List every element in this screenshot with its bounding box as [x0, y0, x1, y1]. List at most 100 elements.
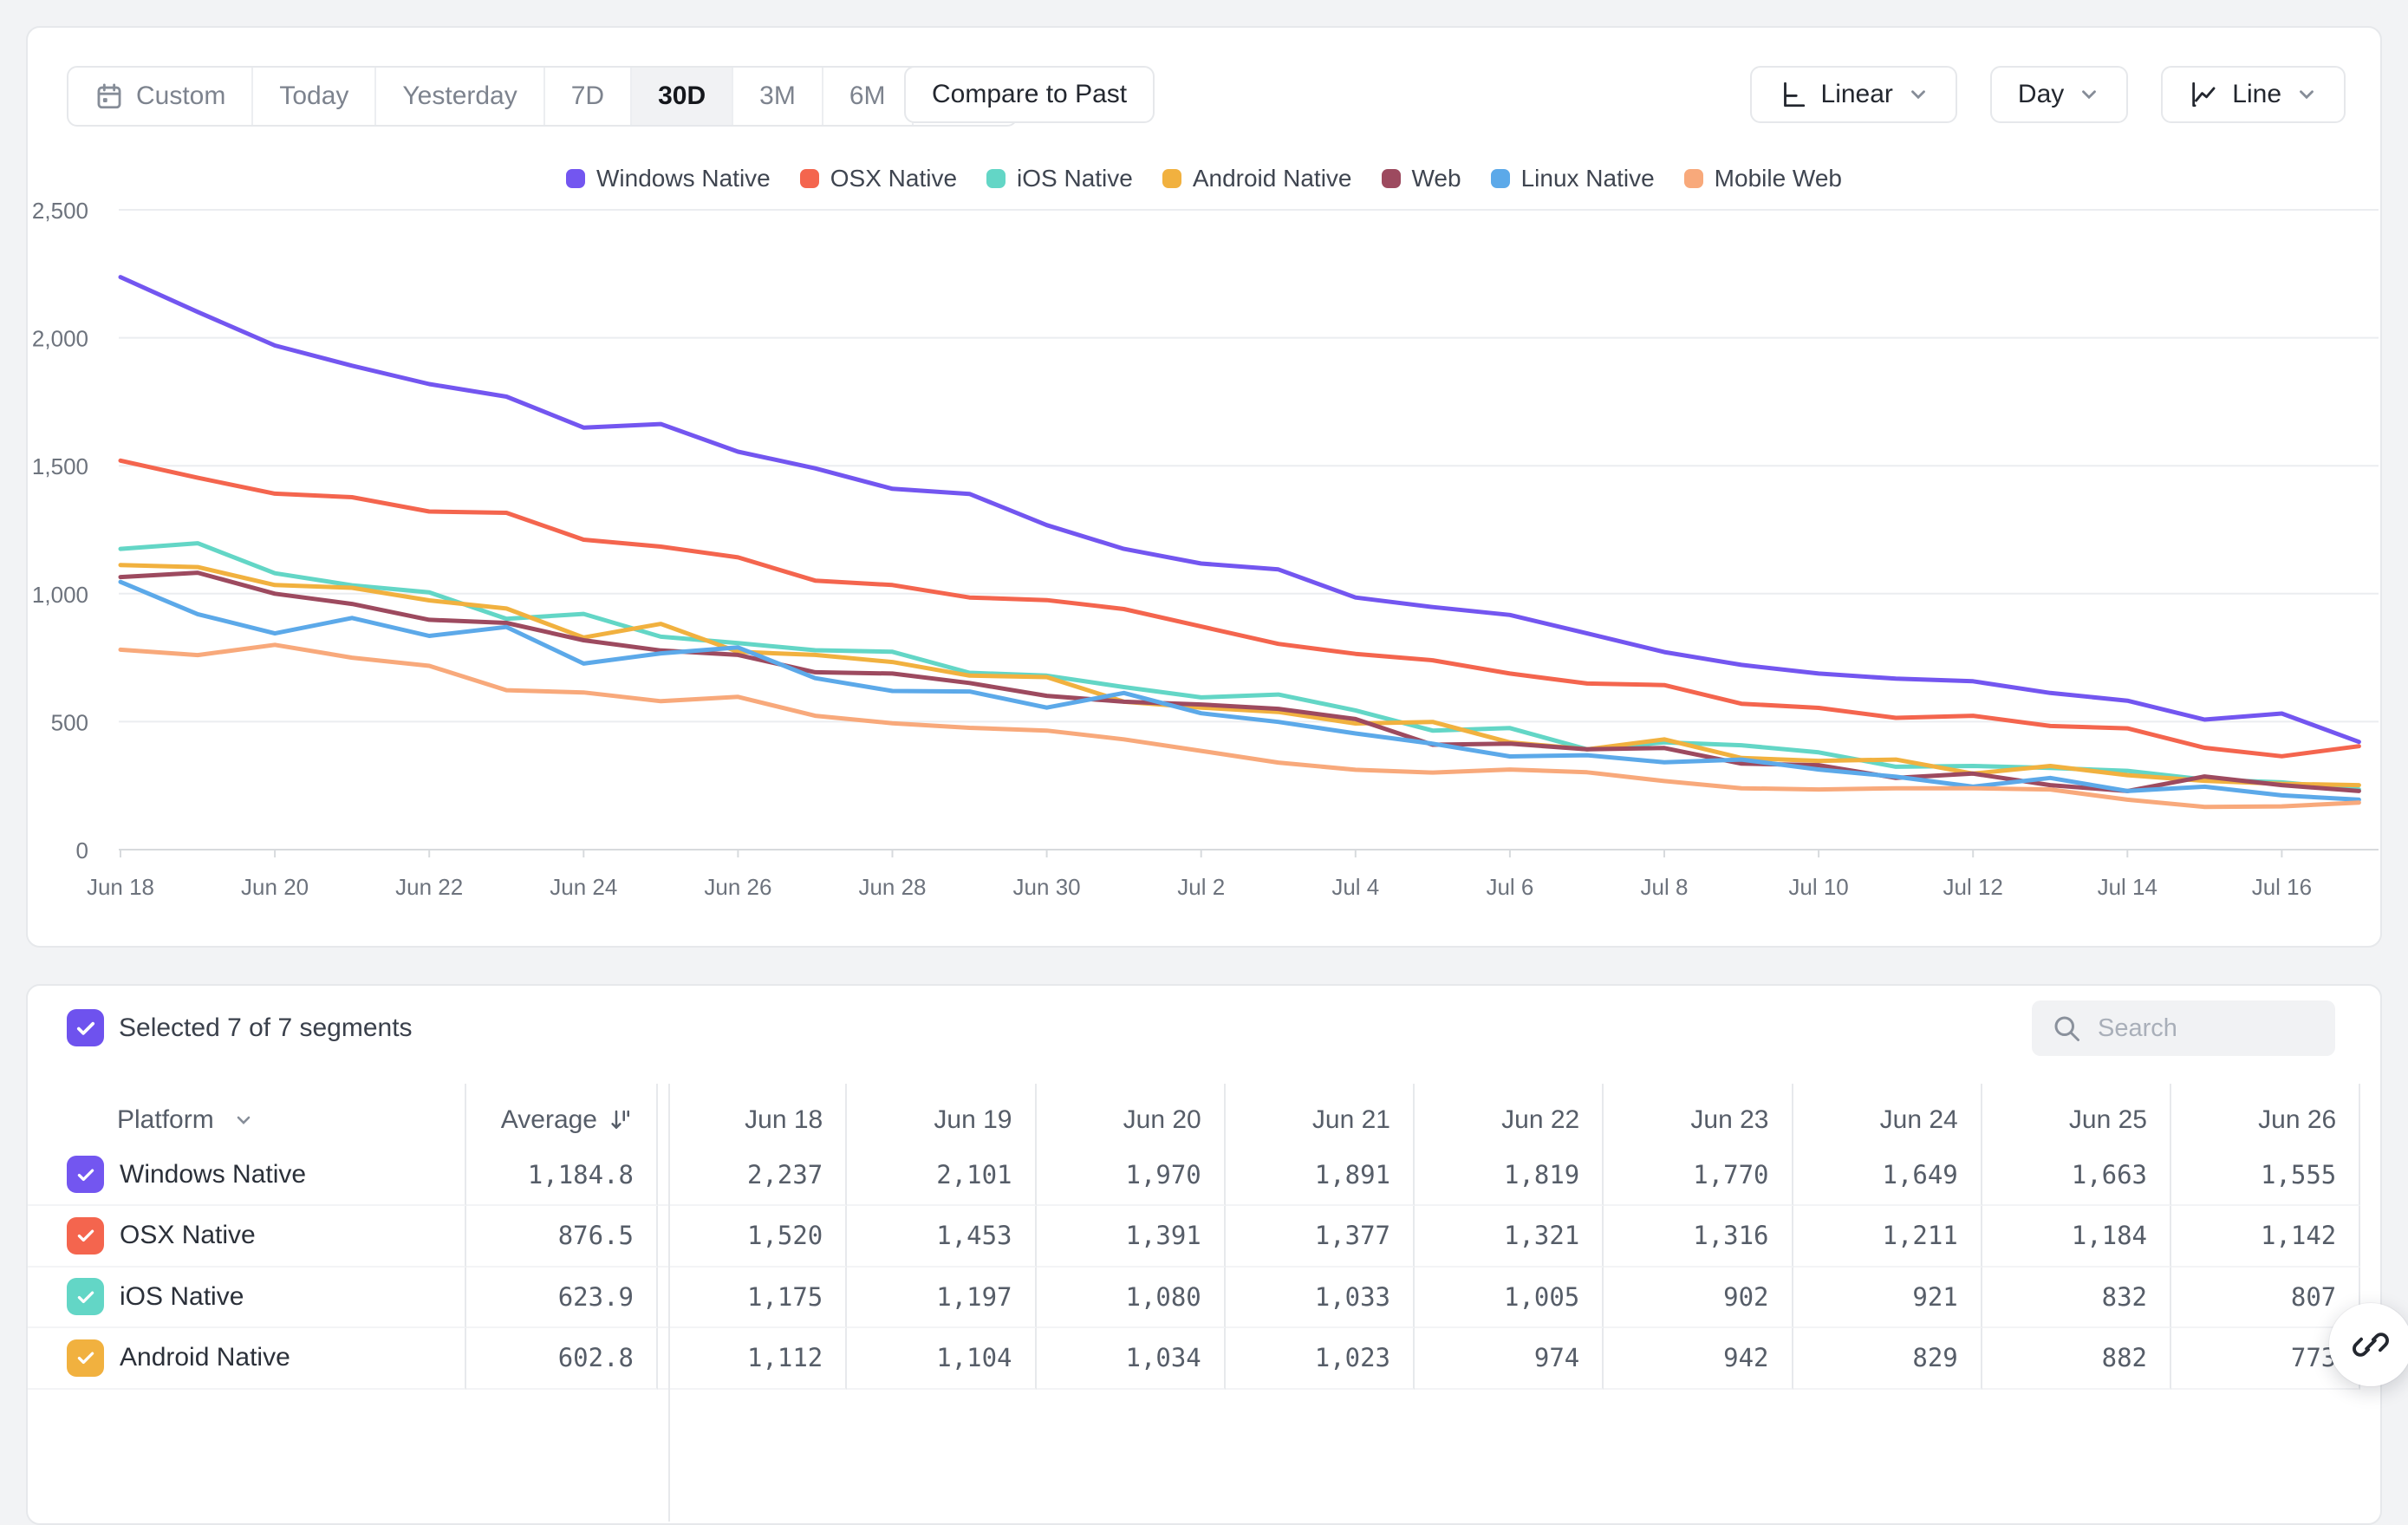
date-header-label: Jun 25 — [2068, 1105, 2147, 1134]
share-link-button[interactable] — [2329, 1303, 2408, 1386]
interval-dropdown[interactable]: Day — [1989, 66, 2129, 123]
table-row-platform-osx-native[interactable]: OSX Native — [28, 1206, 466, 1268]
range-label: Today — [279, 81, 349, 110]
table-cell-value: 2,237 — [658, 1144, 848, 1206]
scale-dropdown-label: Linear — [1820, 80, 1893, 108]
chart-type-dropdown[interactable]: Line — [2161, 66, 2346, 123]
legend-item-android-native[interactable]: Android Native — [1162, 165, 1352, 192]
compare-to-past-button[interactable]: Compare to Past — [904, 66, 1155, 123]
table-cell-value: 1,104 — [847, 1328, 1037, 1390]
row-checkbox-osx-native[interactable] — [67, 1216, 104, 1255]
line-chart: 0 500 1,000 1,500 2,000 2,500 Jun 18 Jun 20 Jun … — [32, 198, 2379, 900]
segments-table: Platform Average Jun 18 Jun 19 Jun 20 Jun 2… — [28, 1084, 2380, 1390]
table-cell-value: 1,142 — [2171, 1206, 2361, 1268]
table-cell-value: 1,184 — [1982, 1206, 2171, 1268]
row-checkbox-windows-native[interactable] — [67, 1156, 104, 1194]
table-cell-value: 902 — [1604, 1267, 1793, 1328]
platform-name: Android Native — [120, 1343, 290, 1372]
table-cell-value: 1,316 — [1604, 1206, 1793, 1268]
legend-item-ios-native[interactable]: iOS Native — [986, 165, 1133, 192]
platform-name: OSX Native — [120, 1221, 256, 1250]
series-line-ios-native[interactable] — [118, 541, 2361, 792]
date-column-header-jun-20[interactable]: Jun 20 — [1037, 1084, 1226, 1157]
table-row-platform-android-native[interactable]: Android Native — [28, 1328, 466, 1390]
check-icon — [76, 1021, 94, 1035]
scale-dropdown[interactable]: Linear — [1749, 66, 1957, 123]
chart-type-dropdown-label: Line — [2232, 80, 2281, 108]
legend-swatch — [986, 169, 1006, 188]
series-line-mobile-web[interactable] — [118, 642, 2361, 810]
y-axis-label: 2,500 — [32, 198, 88, 224]
table-cell-value: 1,211 — [1793, 1206, 1982, 1268]
range-30d[interactable]: 30D — [630, 68, 732, 125]
table-cell-value: 921 — [1793, 1267, 1982, 1328]
segments-table-card: Selected 7 of 7 segments Platform Averag… — [26, 984, 2382, 1525]
table-cell-value: 1,034 — [1036, 1328, 1226, 1390]
chart-legend: Windows Native OSX Native iOS Native Androi… — [28, 165, 2380, 192]
range-custom[interactable]: Custom — [68, 68, 251, 125]
legend-item-linux-native[interactable]: Linux Native — [1490, 165, 1655, 192]
date-column-header-jun-18[interactable]: Jun 18 — [658, 1084, 848, 1157]
series-line-android-native[interactable] — [118, 563, 2361, 788]
legend-item-web[interactable]: Web — [1381, 165, 1461, 192]
legend-swatch — [1162, 169, 1181, 188]
date-header-label: Jun 19 — [934, 1105, 1012, 1134]
search-box[interactable] — [2032, 1000, 2335, 1056]
table-row-platform-windows-native[interactable]: Windows Native — [28, 1144, 466, 1206]
legend-swatch — [1683, 169, 1703, 188]
average-value: 876.5 — [466, 1206, 658, 1268]
date-column-header-jun-24[interactable]: Jun 24 — [1793, 1084, 1982, 1157]
series-line-windows-native[interactable] — [118, 275, 2361, 745]
range-label: 7D — [570, 81, 605, 110]
calendar-icon — [94, 81, 124, 111]
table-cell-value: 974 — [1415, 1328, 1604, 1390]
platform-column-header[interactable]: Platform — [28, 1084, 466, 1157]
average-value: 1,184.8 — [466, 1144, 658, 1206]
average-column-header[interactable]: Average — [466, 1084, 658, 1157]
range-3m[interactable]: 3M — [732, 68, 822, 125]
average-value: 623.9 — [466, 1267, 658, 1328]
date-column-header-jun-21[interactable]: Jun 21 — [1226, 1084, 1415, 1157]
chevron-down-icon — [2295, 83, 2318, 106]
legend-item-windows-native[interactable]: Windows Native — [566, 165, 771, 192]
sort-descending-icon — [608, 1107, 634, 1133]
y-axis-label: 2,000 — [32, 326, 88, 352]
table-cell-value: 942 — [1604, 1328, 1793, 1390]
date-header-label: Jun 22 — [1501, 1105, 1580, 1134]
table-controls: Selected 7 of 7 segments — [28, 986, 2380, 1084]
legend-item-osx-native[interactable]: OSX Native — [799, 165, 957, 192]
range-today[interactable]: Today — [251, 68, 374, 125]
x-axis-label: Jul 16 — [2252, 874, 2312, 900]
range-yesterday[interactable]: Yesterday — [374, 68, 543, 125]
chart-toolbar: CustomTodayYesterday7D30D3M6M12M Compare… — [28, 66, 2380, 127]
date-column-header-jun-22[interactable]: Jun 22 — [1415, 1084, 1604, 1157]
range-label: Yesterday — [402, 81, 517, 110]
linear-axis-icon — [1778, 80, 1807, 109]
series-line-linux-native[interactable] — [118, 579, 2361, 802]
row-checkbox-android-native[interactable] — [67, 1339, 104, 1377]
selected-summary: Selected 7 of 7 segments — [119, 1013, 413, 1042]
date-header-label: Jun 20 — [1123, 1105, 1201, 1134]
y-axis-label: 500 — [51, 709, 88, 735]
series-line-osx-native[interactable] — [118, 458, 2361, 759]
date-column-header-jun-25[interactable]: Jun 25 — [1982, 1084, 2171, 1157]
legend-swatch — [566, 169, 585, 188]
legend-item-mobile-web[interactable]: Mobile Web — [1683, 165, 1842, 192]
x-axis-label: Jun 24 — [550, 874, 617, 900]
table-cell-value: 1,112 — [658, 1328, 848, 1390]
search-input[interactable] — [2096, 1013, 2307, 1044]
x-axis-label: Jun 26 — [704, 874, 771, 900]
range-7d[interactable]: 7D — [543, 68, 630, 125]
row-checkbox-ios-native[interactable] — [67, 1278, 104, 1316]
range-6m[interactable]: 6M — [821, 68, 912, 125]
select-all-checkbox[interactable] — [67, 1009, 104, 1046]
date-column-header-jun-26[interactable]: Jun 26 — [2171, 1084, 2361, 1157]
table-cell-value: 1,005 — [1415, 1267, 1604, 1328]
table-row-platform-ios-native[interactable]: iOS Native — [28, 1267, 466, 1328]
legend-label: iOS Native — [1017, 165, 1133, 192]
chart-options: Linear Day Line — [1749, 66, 2346, 123]
search-icon — [2051, 1013, 2082, 1044]
date-column-header-jun-19[interactable]: Jun 19 — [847, 1084, 1037, 1157]
series-line-web[interactable] — [118, 570, 2361, 793]
date-column-header-jun-23[interactable]: Jun 23 — [1604, 1084, 1793, 1157]
